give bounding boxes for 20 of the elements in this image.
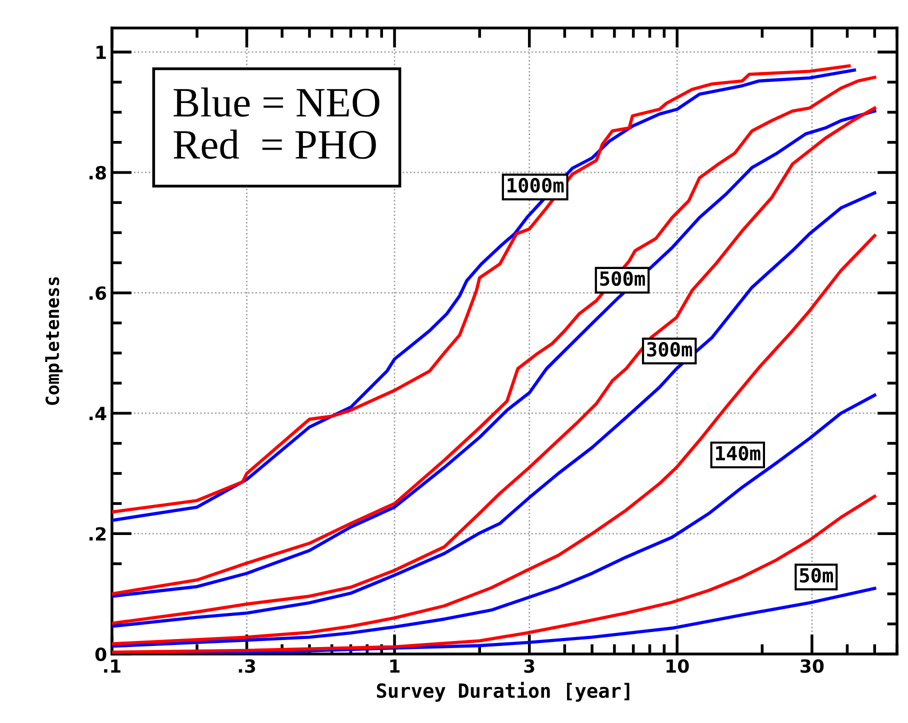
y-tick-label: 0 [95, 647, 106, 662]
x-tick-label: 1 [390, 659, 400, 673]
annotation: 50m [800, 568, 833, 583]
y-tick-label: .6 [90, 286, 106, 300]
y-tick-label: .4 [90, 406, 106, 420]
y-axis-title: Completeness [45, 277, 63, 405]
annotation: 1000m [508, 178, 564, 193]
x-tick-label: 10 [666, 659, 689, 673]
annotation: 500m [600, 271, 645, 286]
x-axis-title: Survey Duration [year] [376, 682, 630, 702]
annotation: 300m [647, 342, 692, 357]
y-tick-label: 1 [96, 46, 106, 59]
x-tick-label: .1 [104, 659, 120, 673]
y-tick-label: .8 [90, 166, 106, 180]
y-tick-label: .2 [90, 527, 106, 540]
annotation: Blue = NEO Red = PHO [174, 87, 380, 159]
x-tick-label: 30 [800, 659, 824, 673]
x-tick-label: 3 [524, 659, 534, 673]
annotation: 140m [716, 446, 760, 461]
x-tick-label: .3 [238, 659, 256, 673]
